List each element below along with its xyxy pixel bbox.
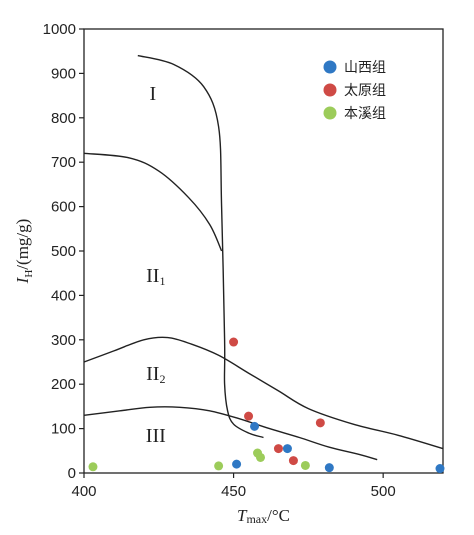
y-tick-label: 400 [51, 287, 76, 304]
x-axis-title: Tmax/°C [237, 506, 290, 526]
y-tick-label: 600 [51, 199, 76, 216]
y-axis-title-unit: /(mg/g) [13, 219, 32, 270]
legend-marker-taiyuan [323, 83, 337, 97]
y-axis-title: IH/(mg/g) [13, 219, 35, 285]
y-axis-title-sub: H [23, 270, 35, 278]
region-label-4: III [146, 425, 166, 447]
data-point-benxi [214, 461, 224, 471]
data-point-taiyuan [288, 456, 298, 466]
data-point-benxi [88, 462, 98, 472]
data-point-benxi [256, 452, 266, 462]
data-point-shanxi [282, 444, 292, 454]
boundary-curve-4 [83, 406, 378, 461]
region-label-main: II [146, 265, 159, 287]
legend-label-benxi: 本溪组 [344, 106, 386, 122]
x-axis-title-main: T [237, 506, 248, 525]
region-label-3: II2 [146, 363, 165, 386]
data-point-shanxi [250, 421, 260, 431]
x-tick-label: 400 [71, 483, 96, 500]
region-label-1: I [149, 83, 156, 105]
point-layer [88, 337, 445, 474]
x-tick-label: 450 [221, 483, 246, 500]
region-label-sub: 2 [159, 372, 165, 386]
legend-marker-shanxi [323, 60, 337, 74]
data-point-shanxi [435, 464, 445, 474]
y-tick-label: 100 [51, 421, 76, 438]
data-point-taiyuan [273, 444, 283, 454]
axis-layer: 400 450 500 0 100 200 300 400 500 600 700 800 900 100… [13, 21, 396, 526]
data-point-taiyuan [315, 418, 325, 428]
data-point-shanxi [324, 463, 334, 473]
region-label-2: II1 [146, 265, 165, 288]
x-axis-title-sub: max [246, 512, 267, 526]
region-label-main: II [146, 363, 159, 385]
y-tick-label: 0 [68, 465, 76, 482]
curve-layer [83, 54, 444, 461]
region-label-main: III [146, 425, 166, 447]
legend-label-taiyuan: 太原组 [344, 83, 386, 99]
boundary-curve-3 [83, 336, 444, 450]
region-label-main: I [149, 83, 156, 105]
y-tick-label: 200 [51, 376, 76, 393]
data-point-taiyuan [244, 411, 254, 421]
y-tick-label: 800 [51, 110, 76, 127]
y-tick-label: 300 [51, 332, 76, 349]
legend-label-shanxi: 山西组 [344, 60, 386, 76]
y-tick-label: 1000 [43, 21, 76, 38]
y-axis-title-main: I [13, 276, 32, 284]
x-tick-label: 500 [371, 483, 396, 500]
data-point-benxi [300, 460, 310, 470]
boundary-curve-2 [83, 152, 223, 252]
data-point-shanxi [232, 459, 242, 469]
y-tick-label: 500 [51, 243, 76, 260]
y-tick-label: 900 [51, 65, 76, 82]
y-tick-label: 700 [51, 154, 76, 171]
data-point-taiyuan [229, 337, 239, 347]
boundary-curve-1 [137, 54, 264, 439]
region-label-sub: 1 [159, 274, 165, 288]
x-axis-title-unit: /°C [267, 506, 290, 525]
legend-marker-benxi [323, 106, 337, 120]
